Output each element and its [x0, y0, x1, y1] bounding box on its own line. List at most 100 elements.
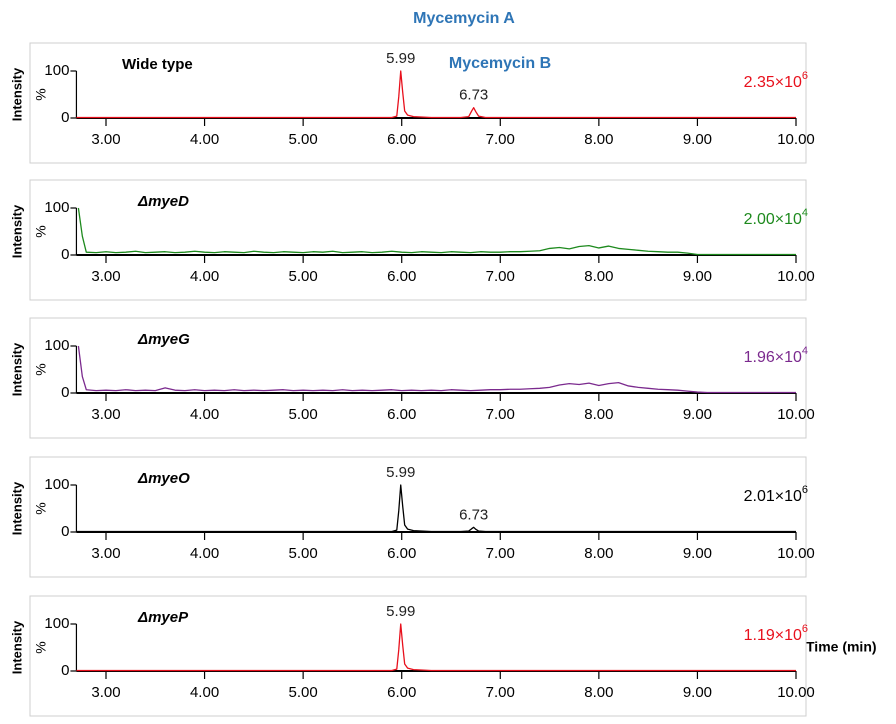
x-tick-label: 10.00: [777, 268, 815, 285]
y-tick-label: 100: [44, 62, 69, 79]
intensity-scale-exponent: 4: [802, 207, 808, 219]
x-tick-label: 4.00: [190, 131, 219, 148]
y-tick-label: 0: [61, 246, 69, 263]
panel-frame: [29, 42, 807, 164]
panel-frame: [29, 179, 807, 301]
compound-b-label: Mycemycin B: [449, 55, 551, 72]
x-tick-label: 6.00: [387, 268, 416, 285]
x-tick-label: 9.00: [683, 684, 712, 701]
x-tick-label: 9.00: [683, 545, 712, 562]
y-unit-label: %: [33, 363, 49, 375]
intensity-scale-mantissa: 1.96×10: [744, 349, 802, 366]
intensity-scale-exponent: 6: [802, 623, 808, 635]
x-tick-label: 8.00: [584, 406, 613, 423]
intensity-scale: 2.00×104: [744, 207, 808, 228]
intensity-scale-mantissa: 2.00×10: [744, 211, 802, 228]
x-tick-label: 7.00: [486, 268, 515, 285]
panel-title: ΔmyeP: [137, 609, 189, 626]
x-tick-label: 10.00: [777, 545, 815, 562]
y-tick-label: 100: [44, 476, 69, 493]
x-axis-label: Time (min): [806, 639, 877, 655]
x-tick-label: 3.00: [91, 406, 120, 423]
x-tick-label: 7.00: [486, 131, 515, 148]
x-tick-label: 7.00: [486, 545, 515, 562]
x-tick-label: 6.00: [387, 684, 416, 701]
intensity-scale: 2.35×106: [744, 70, 808, 91]
panel-title: ΔmyeG: [137, 331, 190, 348]
y-axis-label: Intensity: [9, 342, 24, 396]
x-tick-label: 10.00: [777, 406, 815, 423]
y-unit-label: %: [33, 225, 49, 237]
x-tick-label: 7.00: [486, 684, 515, 701]
y-unit-label: %: [33, 88, 49, 100]
x-tick-label: 3.00: [91, 545, 120, 562]
trace: [76, 484, 796, 533]
y-tick-label: 0: [61, 384, 69, 401]
y-axis-label: Intensity: [9, 620, 24, 674]
x-tick-label: 6.00: [387, 406, 416, 423]
intensity-scale: 1.96×104: [744, 345, 808, 366]
peak-label: 6.73: [459, 87, 488, 104]
x-tick-label: 3.00: [91, 268, 120, 285]
x-tick-label: 3.00: [91, 131, 120, 148]
intensity-scale-mantissa: 2.01×10: [744, 488, 802, 505]
y-unit-label: %: [33, 641, 49, 653]
x-tick-label: 9.00: [683, 268, 712, 285]
y-unit-label: %: [33, 502, 49, 514]
x-tick-label: 4.00: [190, 684, 219, 701]
trace: [77, 345, 796, 394]
y-axis-label: Intensity: [9, 67, 24, 121]
x-tick-label: 9.00: [683, 406, 712, 423]
peak-label: 6.73: [459, 506, 488, 523]
intensity-scale-exponent: 4: [802, 345, 808, 357]
x-tick-label: 5.00: [289, 684, 318, 701]
x-tick-label: 8.00: [584, 268, 613, 285]
x-tick-label: 5.00: [289, 406, 318, 423]
intensity-scale: 1.19×106: [744, 623, 808, 644]
compound-a-label: Mycemycin A: [413, 10, 515, 27]
y-tick-label: 0: [61, 662, 69, 679]
x-tick-label: 5.00: [289, 131, 318, 148]
x-tick-label: 9.00: [683, 131, 712, 148]
x-tick-label: 10.00: [777, 684, 815, 701]
y-tick-label: 0: [61, 523, 69, 540]
x-tick-label: 4.00: [190, 406, 219, 423]
intensity-scale-mantissa: 1.19×10: [744, 627, 802, 644]
y-axis-label: Intensity: [9, 204, 24, 258]
intensity-scale-mantissa: 2.35×10: [744, 74, 802, 91]
y-tick-label: 100: [44, 615, 69, 632]
intensity-scale-exponent: 6: [802, 70, 808, 82]
x-tick-label: 5.00: [289, 545, 318, 562]
y-axis-label: Intensity: [9, 481, 24, 535]
panel-frame: [29, 317, 807, 439]
x-tick-label: 7.00: [486, 406, 515, 423]
panel-frame: [29, 595, 807, 717]
x-tick-label: 3.00: [91, 684, 120, 701]
panel-title: Wide type: [122, 56, 193, 73]
y-tick-label: 100: [44, 199, 69, 216]
panel-title: ΔmyeD: [137, 193, 189, 210]
x-tick-label: 10.00: [777, 131, 815, 148]
y-tick-label: 0: [61, 109, 69, 126]
x-tick-label: 8.00: [584, 684, 613, 701]
y-tick-label: 100: [44, 337, 69, 354]
peak-label: 5.99: [386, 603, 415, 620]
peak-label: 5.99: [386, 50, 415, 67]
x-tick-label: 4.00: [190, 545, 219, 562]
intensity-scale-exponent: 6: [802, 484, 808, 496]
x-tick-label: 8.00: [584, 545, 613, 562]
x-tick-label: 6.00: [387, 131, 416, 148]
x-tick-label: 8.00: [584, 131, 613, 148]
trace: [76, 70, 796, 119]
trace: [77, 207, 796, 256]
trace: [76, 623, 796, 672]
x-tick-label: 5.00: [289, 268, 318, 285]
x-tick-label: 6.00: [387, 545, 416, 562]
panel-frame: [29, 456, 807, 578]
x-tick-label: 4.00: [190, 268, 219, 285]
panel-title: ΔmyeO: [137, 470, 190, 487]
intensity-scale: 2.01×106: [744, 484, 808, 505]
peak-label: 5.99: [386, 464, 415, 481]
